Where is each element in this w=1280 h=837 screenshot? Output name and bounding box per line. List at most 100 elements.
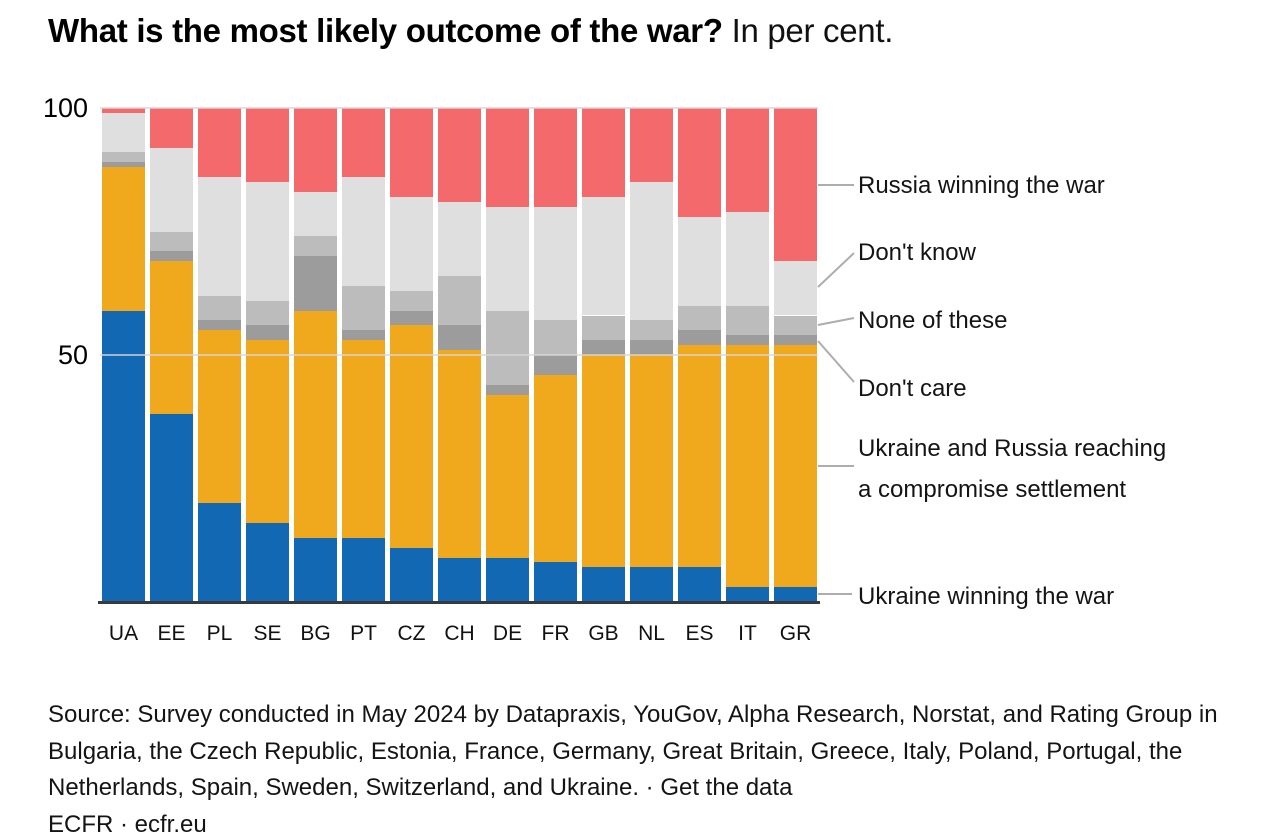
segment-dont_care-es bbox=[678, 330, 721, 346]
segment-compromise-it bbox=[726, 345, 769, 588]
segment-dont_know-es bbox=[678, 216, 721, 306]
bar-cz bbox=[390, 108, 433, 602]
segment-russia_winning-cz bbox=[390, 108, 433, 197]
bar-de bbox=[486, 108, 529, 602]
chart-title-question: What is the most likely outcome of the w… bbox=[48, 12, 723, 49]
segment-dont_care-ua bbox=[102, 162, 145, 168]
segment-compromise-es bbox=[678, 345, 721, 568]
segment-compromise-ee bbox=[150, 261, 193, 415]
bar-it bbox=[726, 108, 769, 602]
segment-dont_know-pt bbox=[342, 177, 385, 286]
segment-compromise-pt bbox=[342, 340, 385, 538]
segment-ukraine_winning-ua bbox=[102, 310, 145, 602]
segment-ukraine_winning-es bbox=[678, 567, 721, 602]
x-label-cz: CZ bbox=[397, 622, 426, 645]
segment-ukraine_winning-ee bbox=[150, 414, 193, 602]
segment-compromise-bg bbox=[294, 310, 337, 538]
segment-dont_know-gb bbox=[582, 196, 625, 316]
legend-dont-care: Don't care bbox=[858, 375, 967, 402]
segment-none_of_these-nl bbox=[630, 320, 673, 341]
segment-dont_know-ch bbox=[438, 201, 481, 276]
x-label-pl: PL bbox=[206, 622, 233, 645]
segment-dont_care-de bbox=[486, 384, 529, 395]
segment-russia_winning-ch bbox=[438, 108, 481, 202]
segment-none_of_these-ee bbox=[150, 231, 193, 252]
x-label-nl: NL bbox=[638, 622, 665, 645]
segment-none_of_these-gb bbox=[582, 315, 625, 341]
segment-ukraine_winning-fr bbox=[534, 562, 577, 602]
segment-russia_winning-es bbox=[678, 108, 721, 217]
get-the-data-link[interactable]: Get the data bbox=[660, 774, 793, 801]
segment-dont_care-pl bbox=[198, 320, 241, 331]
segment-none_of_these-fr bbox=[534, 320, 577, 355]
segment-none_of_these-es bbox=[678, 305, 721, 331]
bar-fr bbox=[534, 108, 577, 602]
legend-russia-winning: Russia winning the war bbox=[858, 172, 1105, 199]
segment-none_of_these-gr bbox=[774, 315, 817, 336]
bar-es bbox=[678, 108, 721, 602]
x-label-es: ES bbox=[685, 622, 714, 645]
segment-compromise-gb bbox=[582, 355, 625, 568]
source-line-4: ECFR · ecfr.eu bbox=[48, 810, 207, 837]
segment-dont_know-pl bbox=[198, 177, 241, 296]
bar-ch bbox=[438, 108, 481, 602]
segment-dont_know-it bbox=[726, 211, 769, 306]
segment-ukraine_winning-gr bbox=[774, 587, 817, 602]
segment-dont_care-pt bbox=[342, 330, 385, 341]
segment-compromise-de bbox=[486, 394, 529, 558]
plot-area bbox=[100, 107, 818, 602]
segment-ukraine_winning-pt bbox=[342, 537, 385, 602]
segment-russia_winning-se bbox=[246, 108, 289, 183]
segment-ukraine_winning-se bbox=[246, 522, 289, 602]
legend-compromise-line2: a compromise settlement bbox=[858, 476, 1127, 503]
bar-pl bbox=[198, 108, 241, 602]
segment-compromise-pl bbox=[198, 330, 241, 504]
bar-pt bbox=[342, 108, 385, 602]
segment-ukraine_winning-ch bbox=[438, 557, 481, 602]
legend-dont-know: Don't know bbox=[858, 239, 976, 266]
segment-compromise-ua bbox=[102, 167, 145, 311]
segment-none_of_these-ch bbox=[438, 275, 481, 326]
y-tick-100: 100 bbox=[42, 93, 88, 123]
segment-ukraine_winning-gb bbox=[582, 567, 625, 602]
x-label-fr: FR bbox=[541, 622, 570, 645]
segment-dont_care-it bbox=[726, 335, 769, 346]
gridline-50 bbox=[100, 354, 818, 356]
segment-dont_care-gb bbox=[582, 340, 625, 355]
segment-russia_winning-pl bbox=[198, 108, 241, 178]
segment-compromise-ch bbox=[438, 350, 481, 558]
segment-dont_care-cz bbox=[390, 310, 433, 326]
segment-compromise-se bbox=[246, 340, 289, 523]
segment-none_of_these-cz bbox=[390, 290, 433, 311]
legend-compromise-line1: Ukraine and Russia reaching bbox=[858, 435, 1167, 462]
segment-russia_winning-ua bbox=[102, 108, 145, 113]
leader-none-of-these bbox=[817, 317, 855, 326]
x-label-ua: UA bbox=[108, 622, 139, 645]
segment-ukraine_winning-de bbox=[486, 557, 529, 602]
source-note: Source: Survey conducted in May 2024 by … bbox=[48, 697, 1248, 837]
segment-none_of_these-se bbox=[246, 300, 289, 326]
segment-none_of_these-pt bbox=[342, 285, 385, 331]
segment-none_of_these-de bbox=[486, 310, 529, 385]
segment-dont_care-gr bbox=[774, 335, 817, 346]
segment-compromise-fr bbox=[534, 374, 577, 563]
x-label-gb: GB bbox=[588, 622, 619, 645]
legend-none-of-these: None of these bbox=[858, 307, 1008, 334]
bar-ee bbox=[150, 108, 193, 602]
segment-dont_know-se bbox=[246, 182, 289, 301]
gridline-100 bbox=[100, 107, 818, 109]
source-line-3-text: Netherlands, Spain, Sweden, Switzerland,… bbox=[48, 774, 661, 801]
segment-dont_care-bg bbox=[294, 256, 337, 311]
bar-nl bbox=[630, 108, 673, 602]
segment-none_of_these-ua bbox=[102, 152, 145, 163]
x-label-bg: BG bbox=[300, 622, 331, 645]
leader-dont-care bbox=[817, 340, 855, 383]
bar-gr bbox=[774, 108, 817, 602]
legend-compromise: Ukraine and Russia reaching a compromise… bbox=[858, 428, 1166, 510]
segment-none_of_these-bg bbox=[294, 236, 337, 257]
y-tick-50: 50 bbox=[57, 340, 88, 370]
leader-dont-know bbox=[817, 252, 855, 288]
chart-title: What is the most likely outcome of the w… bbox=[48, 12, 893, 50]
segment-dont_know-bg bbox=[294, 192, 337, 237]
